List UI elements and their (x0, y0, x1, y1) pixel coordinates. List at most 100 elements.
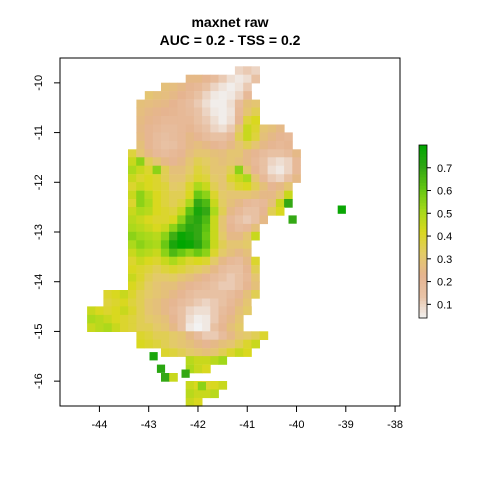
raster-cell (169, 314, 178, 324)
raster-cell (136, 331, 145, 340)
raster-cell (226, 348, 236, 357)
raster-cell (251, 157, 260, 166)
raster-cell (177, 82, 186, 92)
raster-cell (218, 381, 228, 390)
raster-cell (161, 348, 170, 357)
raster-cell (210, 306, 219, 316)
raster-cell (144, 91, 154, 100)
raster-cell (243, 281, 252, 291)
raster-cell (218, 281, 227, 291)
raster-cell (128, 265, 137, 274)
x-tick-label: -40 (289, 419, 305, 431)
raster-cell (259, 199, 268, 208)
raster-cell (185, 356, 195, 365)
raster-cell (251, 231, 260, 241)
raster-cell (202, 82, 211, 92)
raster-cell (169, 107, 178, 117)
raster-cell (177, 298, 186, 308)
raster-cell (251, 331, 260, 340)
raster-cell (169, 306, 178, 316)
raster-cell (267, 165, 277, 175)
raster-cell (185, 314, 195, 324)
raster-cell (169, 207, 178, 216)
raster-cell (144, 240, 153, 249)
raster-cell (152, 323, 162, 332)
raster-cell (243, 149, 252, 158)
legend-swatch (419, 257, 427, 261)
raster-cell (152, 199, 162, 208)
raster-cell (185, 290, 195, 299)
raster-cell (144, 190, 153, 200)
raster-cell (218, 99, 228, 109)
raster-cell (193, 281, 203, 291)
raster-cell (128, 165, 137, 175)
raster-cell (193, 199, 203, 208)
raster-cell (169, 348, 178, 357)
raster-cell (226, 231, 236, 241)
raster-cell (128, 281, 137, 291)
raster-cell (103, 314, 113, 324)
raster-cell (234, 157, 244, 166)
raster-cell (210, 107, 219, 117)
raster-cell (234, 223, 244, 233)
raster-cell (120, 323, 129, 332)
raster-cell (210, 223, 219, 233)
raster-cell (276, 124, 285, 134)
raster-cell (95, 323, 104, 332)
legend-tick-label: 0.2 (437, 277, 452, 289)
raster-cell (201, 182, 211, 191)
raster-cell (276, 132, 285, 142)
raster-cell (234, 182, 244, 191)
legend-swatch (419, 147, 427, 152)
raster-cell (267, 157, 277, 166)
raster-cell (259, 174, 268, 183)
raster-cell (193, 356, 203, 365)
raster-cell (234, 82, 244, 92)
raster-cell (275, 182, 285, 191)
raster-cell (136, 157, 145, 166)
raster-cell (193, 364, 203, 374)
raster-cell (128, 157, 137, 166)
raster-cell (177, 132, 186, 142)
raster-cell (161, 306, 170, 316)
raster-cell (193, 165, 203, 175)
raster-cell (210, 265, 219, 274)
raster-cell (218, 140, 228, 150)
raster-cell (169, 91, 178, 100)
raster-cell (144, 182, 153, 191)
raster-cell (177, 174, 186, 183)
legend-swatch (419, 159, 427, 163)
raster-cell (111, 306, 121, 316)
raster-cell (193, 182, 203, 191)
x-tick-label: -42 (190, 419, 206, 431)
raster-cell (243, 240, 252, 249)
raster-cell (185, 140, 195, 150)
raster-cell (103, 290, 112, 299)
raster-cell (193, 116, 203, 125)
raster-cell (177, 314, 187, 324)
raster-cell (234, 331, 244, 340)
raster-cell (251, 281, 260, 291)
y-tick-label: -16 (33, 373, 45, 389)
raster-cell (202, 91, 211, 100)
raster-cell (136, 215, 145, 225)
raster-cell (128, 199, 137, 208)
raster-cell (234, 215, 244, 225)
raster-cell (201, 248, 211, 258)
raster-cell (128, 190, 137, 200)
raster-cell (193, 157, 203, 166)
raster-cell (226, 149, 236, 158)
raster-cell (185, 240, 195, 249)
raster-cell (185, 182, 195, 191)
raster-cell (234, 124, 244, 134)
y-tick-label: -15 (33, 323, 45, 339)
raster-cell (144, 339, 154, 349)
raster-cell (226, 290, 236, 299)
raster-cell (120, 306, 129, 316)
raster-cell (152, 290, 162, 299)
legend: 0.1 0.2 0.3 0.4 0.5 0.6 0.7 (418, 144, 452, 319)
raster-cell (226, 74, 236, 84)
raster-cell (193, 215, 203, 225)
raster-cell (234, 348, 244, 357)
